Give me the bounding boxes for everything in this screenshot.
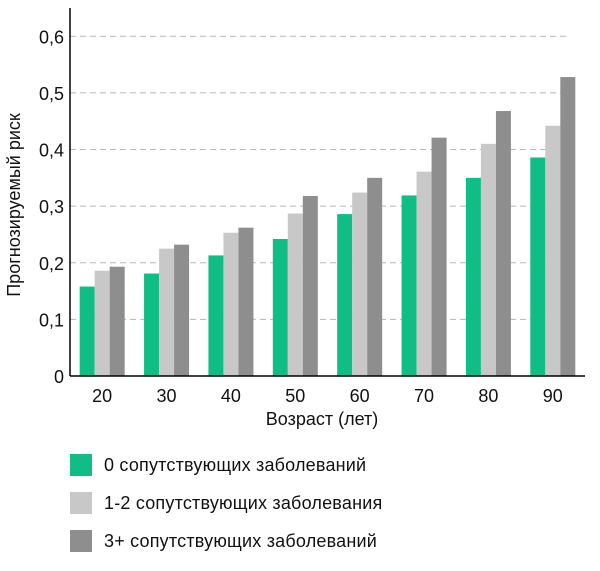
x-tick-label: 60 [350, 386, 370, 406]
y-axis-label: Прогнозируемый риск [4, 113, 24, 297]
x-tick-label: 40 [221, 386, 241, 406]
bar-chart: 0 0,1 0,2 0,3 0,4 0,5 0,6 20 30 40 50 60 70 80 90 Про… [4, 8, 585, 429]
bar-80-s0 [465, 177, 481, 376]
legend-item-3plus-comorbidities: 3+ сопутствующих заболеваний [70, 528, 382, 554]
y-tick-label: 0,4 [39, 141, 64, 161]
bar-70-s2 [431, 137, 447, 376]
legend-label-2: 3+ сопутствующих заболеваний [104, 530, 378, 551]
y-axis-ticks: 0 0,1 0,2 0,3 0,4 0,5 0,6 [39, 27, 64, 387]
bar-90-s2 [560, 77, 576, 376]
x-tick-label: 30 [157, 386, 177, 406]
bar-20-s0 [79, 286, 95, 376]
bar-80-s2 [495, 111, 511, 376]
legend-label-0: 0 сопутствующих заболеваний [104, 454, 367, 475]
bar-30-s2 [174, 244, 190, 376]
grid-lines [70, 35, 570, 320]
y-tick-label: 0 [54, 367, 64, 387]
legend-swatch-1 [70, 492, 92, 514]
y-tick-label: 0,1 [39, 310, 64, 330]
legend: 0 сопутствующих заболеваний 1-2 сопутств… [70, 452, 382, 566]
x-tick-label: 80 [478, 386, 498, 406]
bar-60-s2 [367, 177, 383, 376]
bar-20-s1 [94, 270, 110, 376]
legend-swatch-0 [70, 454, 92, 476]
legend-swatch-2 [70, 530, 92, 552]
bar-80-s1 [480, 143, 496, 376]
x-tick-label: 20 [92, 386, 112, 406]
legend-label-1: 1-2 сопутствующих заболевания [104, 492, 383, 513]
y-tick-label: 0,3 [39, 197, 64, 217]
bar-90-s1 [545, 125, 561, 376]
bar-60-s0 [337, 214, 353, 376]
x-axis-label: Возраст (лет) [266, 409, 378, 429]
y-tick-label: 0,2 [39, 254, 64, 274]
x-tick-label: 50 [285, 386, 305, 406]
bar-70-s0 [401, 195, 417, 376]
bar-60-s1 [352, 192, 368, 376]
bars [79, 77, 576, 376]
bar-40-s1 [223, 232, 239, 376]
bar-20-s2 [109, 266, 125, 376]
bar-90-s0 [530, 157, 546, 376]
bar-40-s0 [208, 255, 224, 376]
bar-50-s2 [302, 195, 318, 376]
bar-50-s1 [287, 213, 303, 376]
x-tick-label: 70 [414, 386, 434, 406]
y-tick-label: 0,5 [39, 84, 64, 104]
legend-item-0-comorbidities: 0 сопутствующих заболеваний [70, 452, 382, 478]
bar-30-s1 [159, 248, 175, 376]
x-axis-ticks: 20 30 40 50 60 70 80 90 [92, 386, 563, 406]
x-tick-label: 90 [543, 386, 563, 406]
legend-item-1-2-comorbidities: 1-2 сопутствующих заболевания [70, 490, 382, 516]
y-tick-label: 0,6 [39, 27, 64, 47]
bar-50-s0 [272, 238, 288, 376]
bar-40-s2 [238, 227, 254, 376]
bar-30-s0 [144, 273, 160, 376]
bar-70-s1 [416, 171, 432, 376]
